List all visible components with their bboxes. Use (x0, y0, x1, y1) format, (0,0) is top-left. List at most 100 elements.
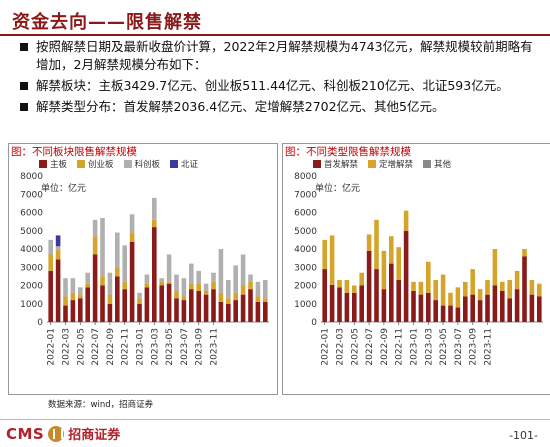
bar-segment (337, 280, 342, 288)
bar-segment (322, 269, 327, 322)
x-tick-label: 2022-03 (336, 328, 346, 366)
y-tick-label: 4000 (20, 245, 43, 255)
bar-segment (477, 289, 483, 301)
bar-segment (522, 256, 527, 322)
x-tick-label: 2023-05 (165, 328, 175, 366)
bullet-text: 解禁类型分布：首发解禁2036.4亿元、定增解禁2702亿元、其他5亿元。 (36, 99, 445, 114)
bar-segment (70, 278, 76, 293)
x-tick-label: 2023-09 (469, 328, 479, 366)
unit-label: 单位：亿元 (315, 182, 360, 194)
x-tick-label: 2022-05 (350, 328, 360, 366)
bar-segment (463, 281, 468, 297)
bar-segment (137, 298, 142, 304)
bar-segment (403, 210, 409, 231)
bar-segment (374, 269, 379, 322)
bar-segment (166, 283, 172, 322)
bar-segment (211, 289, 216, 322)
legend-swatch (123, 160, 132, 168)
x-tick-label: 2022-01 (321, 328, 331, 366)
bar-segment (78, 294, 83, 299)
x-tick-label: 2023-07 (454, 328, 464, 366)
bar-segment (514, 270, 520, 290)
y-tick-label: 2000 (20, 282, 43, 292)
y-tick-label: 2000 (294, 282, 317, 292)
bar-segment (152, 197, 157, 220)
y-tick-label: 1000 (20, 300, 43, 310)
bar-segment (507, 280, 512, 299)
bar-segment (403, 230, 409, 322)
bullet-item: 解禁类型分布：首发解禁2036.4亿元、定增解禁2702亿元、其他5亿元。 (20, 98, 545, 116)
bar-segment (122, 245, 127, 282)
bar-segment (396, 280, 401, 322)
bar-segment (374, 219, 379, 270)
bar-segment (514, 289, 520, 322)
legend-swatch (39, 160, 47, 168)
y-tick-label: 4000 (294, 245, 317, 255)
bar-segment (233, 265, 238, 293)
bar-segment (55, 259, 61, 322)
bar-segment (100, 276, 105, 286)
legend-item: 其他 (423, 158, 451, 170)
bar-segment (55, 246, 61, 251)
bar-segment (352, 292, 357, 322)
bar-segment (203, 283, 209, 291)
bar-segment (107, 303, 113, 322)
x-tick-label: 2022-09 (380, 328, 390, 366)
bar-segment (463, 296, 468, 322)
bar-segment (85, 272, 90, 284)
bullet-text: 按照解禁日期及最新收盘价计算，2022年2月解禁规模为4743亿元，解禁规模较前… (36, 39, 533, 72)
bar-segment (122, 281, 127, 290)
bar-segment (107, 294, 113, 304)
bar-segment (411, 290, 416, 322)
x-tick-label: 2023-03 (150, 328, 160, 366)
legend-label: 创业板 (88, 160, 114, 170)
bar-segment (63, 296, 68, 306)
legend-item: 创业板 (77, 158, 114, 170)
bar-segment (129, 232, 135, 242)
bar-segment (418, 294, 424, 322)
bar-segment (448, 292, 453, 306)
y-tick-label: 7000 (20, 190, 43, 200)
bar-segment (455, 307, 461, 322)
bar-segment (63, 305, 68, 322)
unit-label: 单位：亿元 (41, 182, 86, 194)
bar-segment (92, 219, 98, 237)
type-chart: 单位：亿元 0 1000 2000 3000 4000 5000 6000 7000 8000 20… (294, 172, 543, 366)
bar-segment (248, 274, 253, 282)
bar-segment (440, 274, 446, 306)
bar-segment (440, 305, 446, 322)
bar-segment (152, 219, 157, 228)
bar-segment (426, 292, 431, 322)
y-tick-label: 3000 (20, 263, 43, 273)
bar-segment (455, 287, 461, 308)
bar-segment (492, 285, 498, 322)
bar-segment (196, 290, 201, 322)
x-tick-label: 2023-03 (424, 328, 434, 366)
x-tick-label: 2022-03 (62, 328, 72, 366)
bar-segment (433, 300, 438, 322)
bar-segment (218, 292, 224, 302)
bar-segment (366, 250, 372, 322)
bar-segment (359, 285, 364, 322)
bar-segment (344, 292, 350, 322)
x-tick-label: 2022-07 (365, 328, 375, 366)
chart-legend: 首发解禁 定增解禁 其他 (313, 158, 461, 170)
bar-segment (181, 278, 187, 297)
x-tick-label: 2023-11 (484, 328, 494, 366)
bar-segment (233, 300, 238, 322)
y-tick-label: 6000 (294, 209, 317, 219)
bar-segment (389, 263, 394, 322)
bar-segment (433, 280, 438, 301)
x-tick-label: 2022-09 (106, 328, 116, 366)
bar-segment (48, 239, 53, 255)
y-tick-label: 7000 (294, 190, 317, 200)
legend-swatch (368, 160, 377, 168)
bar-segment (477, 300, 483, 322)
bar-segment (107, 272, 113, 295)
bar-segment (226, 298, 231, 304)
bar-segment (359, 272, 364, 286)
bullet-item: 解禁板块：主板3429.7亿元、创业板511.44亿元、科创板210亿元、北证5… (20, 77, 545, 95)
bar-segment (255, 281, 261, 297)
bar-segment (189, 283, 194, 290)
bar-segment (100, 285, 105, 322)
